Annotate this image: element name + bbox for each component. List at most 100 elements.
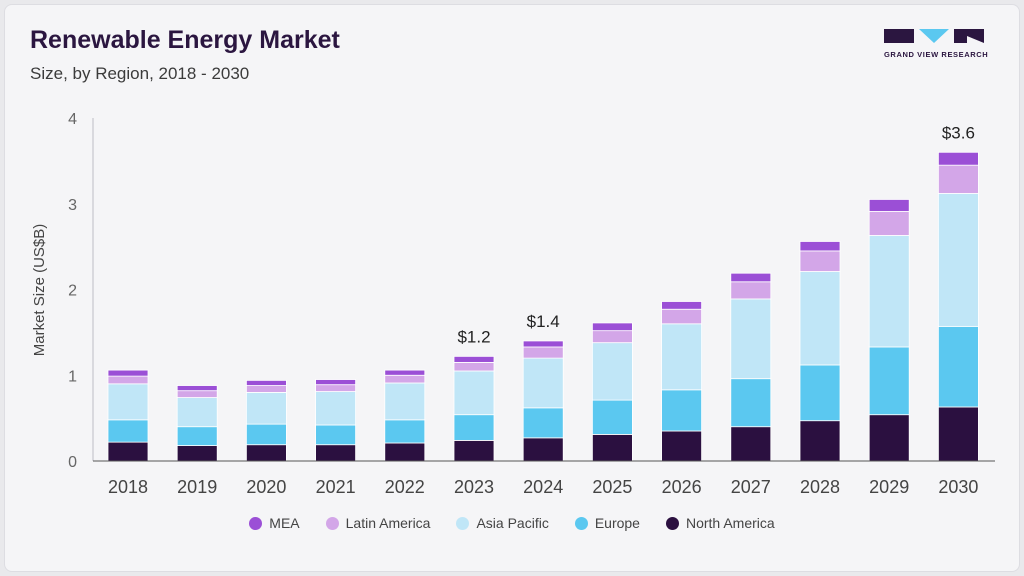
legend-swatch [249, 516, 263, 530]
bar-segment-asia-pacific [453, 370, 495, 416]
bar-segment-north-america [592, 434, 633, 462]
legend-label: Europe [594, 515, 640, 531]
bar-segment-asia-pacific [799, 271, 841, 366]
bar-segment-europe [245, 423, 287, 446]
bar-segment-mea [315, 379, 357, 386]
chart-card [4, 4, 1020, 572]
bar-segment-north-america [799, 420, 841, 462]
bar-segment-europe [730, 378, 772, 428]
bar-segment-north-america [245, 444, 287, 462]
bar-segment-latin-america [592, 330, 633, 344]
bar-segment-asia-pacific [868, 235, 910, 348]
bar-segment-north-america [176, 445, 218, 462]
legend-item-asia-pacific: Asia Pacific [456, 515, 549, 531]
bar-segment-europe [315, 424, 357, 446]
y-tick-label: 2 [68, 283, 77, 300]
y-axis-title: Market Size (US$B) [31, 224, 48, 357]
legend-item-latin-america: Latin America [325, 515, 431, 531]
data-label: $3.6 [942, 123, 975, 142]
x-tick-label: 2026 [662, 477, 702, 497]
y-tick-label: 0 [68, 454, 77, 471]
y-tick-label: 1 [68, 368, 77, 385]
bar-segment-asia-pacific [315, 391, 357, 426]
x-tick-label: 2023 [454, 477, 494, 497]
bar-segment-mea [384, 369, 426, 376]
bar-segment-europe [592, 399, 633, 435]
bar-segment-north-america [938, 406, 979, 462]
bar-segment-mea [799, 241, 841, 252]
bar-segment-latin-america [107, 375, 149, 385]
x-tick-label: 2027 [731, 477, 771, 497]
bar-segment-north-america [453, 440, 495, 462]
bar-segment-mea [453, 355, 495, 363]
x-tick-label: 2028 [800, 477, 840, 497]
bar-segment-europe [107, 419, 149, 443]
y-tick-label: 3 [68, 197, 77, 214]
data-label: $1.2 [457, 327, 490, 346]
bar-segment-asia-pacific [522, 357, 564, 409]
bar-segment-asia-pacific [730, 298, 772, 380]
bar-segment-mea [245, 379, 287, 386]
bar-segment-asia-pacific [107, 383, 149, 421]
x-tick-label: 2022 [385, 477, 425, 497]
legend-item-mea: MEA [249, 515, 300, 531]
legend-swatch [456, 516, 470, 530]
chart-subtitle: Size, by Region, 2018 - 2030 [30, 64, 250, 83]
bar-segment-mea [868, 199, 910, 212]
legend-label: Asia Pacific [476, 515, 549, 531]
bar-segment-north-america [868, 414, 910, 462]
bar-segment-north-america [107, 441, 149, 462]
bar-segment-north-america [384, 442, 426, 462]
x-tick-label: 2019 [177, 477, 217, 497]
legend-label: MEA [269, 515, 300, 531]
legend-swatch [574, 516, 588, 530]
bar-segment-asia-pacific [661, 323, 702, 391]
bar-segment-latin-america [661, 308, 702, 325]
bar-segment-north-america [522, 437, 564, 462]
x-tick-label: 2020 [246, 477, 286, 497]
legend-swatch [665, 516, 679, 530]
bar-segment-europe [176, 426, 218, 446]
x-tick-label: 2024 [523, 477, 563, 497]
legend-swatch [325, 516, 339, 530]
brand-name: GRAND VIEW RESEARCH [884, 50, 989, 59]
bar-segment-europe [661, 389, 702, 432]
bar-segment-mea [938, 151, 979, 166]
x-tick-label: 2025 [592, 477, 632, 497]
legend-item-north-america: North America [665, 515, 775, 531]
bar-segment-europe [522, 407, 564, 439]
x-tick-label: 2030 [938, 477, 978, 497]
chart-legend: MEA Latin America Asia Pacific Europe North … [0, 515, 1024, 531]
bar-segment-asia-pacific [176, 397, 218, 428]
bar-segment-asia-pacific [938, 193, 979, 327]
legend-label: North America [685, 515, 775, 531]
legend-item-europe: Europe [574, 515, 640, 531]
bar-segment-latin-america [799, 250, 841, 272]
bar-segment-asia-pacific [592, 342, 633, 401]
x-tick-label: 2029 [869, 477, 909, 497]
bar-segment-europe [453, 414, 495, 441]
bar-segment-mea [592, 322, 633, 332]
x-tick-label: 2021 [316, 477, 356, 497]
data-label: $1.4 [527, 312, 560, 331]
bar-segment-mea [107, 369, 149, 377]
bar-segment-europe [384, 419, 426, 444]
bar-segment-latin-america [315, 384, 357, 392]
legend-label: Latin America [345, 515, 431, 531]
x-tick-label: 2018 [108, 477, 148, 497]
bar-segment-europe [868, 346, 910, 416]
bar-segment-asia-pacific [245, 391, 287, 425]
bar-segment-latin-america [938, 164, 979, 194]
bar-segment-latin-america [730, 281, 772, 300]
bar-segment-north-america [661, 430, 702, 462]
bar-segment-europe [799, 364, 841, 422]
bar-segment-mea [661, 301, 702, 310]
bar-segment-latin-america [453, 361, 495, 372]
bar-segment-north-america [315, 444, 357, 462]
bar-segment-latin-america [384, 374, 426, 384]
chart-title: Renewable Energy Market [30, 26, 340, 54]
bar-segment-mea [522, 340, 564, 348]
bar-segment-latin-america [868, 211, 910, 236]
bar-segment-latin-america [245, 385, 287, 393]
